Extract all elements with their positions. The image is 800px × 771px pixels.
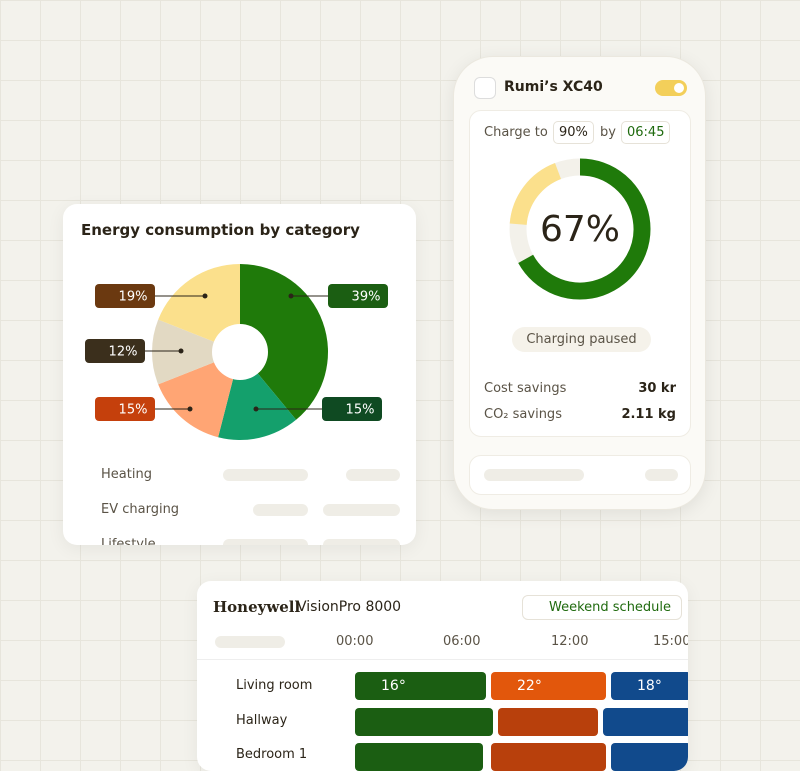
row-value: 2.11 kg (621, 407, 676, 422)
schedule-block[interactable] (498, 708, 598, 736)
label-box (95, 397, 155, 421)
value-label: 15% (346, 403, 375, 418)
placeholder-card (469, 455, 691, 495)
schedule-block[interactable]: 16° (355, 672, 486, 700)
phone: Rumi’s XC40 Charge to 90% by 06:45 67% C… (453, 56, 706, 510)
pie-slice (158, 352, 240, 438)
schedule-block[interactable] (611, 743, 688, 771)
divider (197, 659, 688, 660)
brand: Honeywell (213, 598, 301, 616)
leader-dot (253, 406, 259, 412)
pie-slice (240, 264, 329, 420)
pie-slice (152, 319, 240, 385)
time-label: 12:00 (551, 634, 589, 649)
charge-target[interactable]: 90% (553, 121, 594, 144)
decor (223, 469, 308, 481)
schedule-block[interactable] (491, 743, 606, 771)
leader-dot (202, 293, 208, 299)
pie-hole (212, 324, 268, 380)
decor (323, 539, 400, 545)
leader-dot (178, 348, 184, 354)
logo (474, 77, 496, 99)
row-label: Cost savings (484, 381, 567, 396)
leader-dot (187, 406, 193, 412)
label-box (95, 284, 155, 308)
legend-item: EV charging (101, 502, 180, 517)
decor (253, 504, 308, 516)
room-name: Living room (236, 678, 313, 693)
gauge-label: 67% (540, 209, 620, 250)
time-label: 06:00 (443, 634, 481, 649)
decor (674, 83, 684, 93)
schedule-block[interactable] (355, 743, 483, 771)
decor (215, 636, 285, 648)
card-title: Energy consumption by category (81, 221, 360, 239)
charge-label: Charge to (484, 125, 548, 140)
time-label: 00:00 (336, 634, 374, 649)
energy-card: Energy consumption by category 39% 15% 15%… (63, 204, 416, 545)
toggle[interactable] (655, 80, 687, 96)
schedule-card: Honeywell VisionPro 8000 Weekend schedul… (197, 581, 688, 771)
room-name: Bedroom 1 (236, 747, 308, 762)
decor (645, 469, 678, 481)
decor (346, 469, 400, 481)
pie-chart: 39% 15% 15% 12% 19% (85, 264, 388, 440)
charge-gauge: 67% (509, 158, 651, 300)
time-select[interactable]: 06:45 (621, 121, 671, 144)
row-value: 30 kr (638, 381, 676, 396)
row-label: CO₂ savings (484, 407, 562, 422)
phone-title: Rumi’s XC40 (504, 79, 603, 95)
schedule-block[interactable]: 18° (611, 672, 688, 700)
gauge-secondary (509, 163, 562, 226)
decor (323, 504, 400, 516)
schedule-block[interactable]: 22° (491, 672, 606, 700)
leader-dot (288, 293, 294, 299)
legend-item: Lifestyle (101, 537, 156, 545)
status-pill[interactable]: Charging paused (512, 327, 651, 352)
schedule-block[interactable] (355, 708, 493, 736)
value-label: 19% (119, 290, 148, 305)
time-label: 15:00 (653, 634, 688, 649)
label-box (85, 339, 145, 363)
decor (484, 469, 584, 481)
gauge-arc (518, 158, 651, 300)
schedule-block[interactable] (603, 708, 688, 736)
label-box (322, 397, 382, 421)
value-label: 39% (352, 290, 381, 305)
model[interactable]: VisionPro 8000 (297, 599, 402, 615)
room-name: Hallway (236, 713, 288, 728)
decor (223, 539, 308, 545)
schedule-button[interactable]: Weekend schedule (522, 595, 683, 620)
value-label: 15% (119, 403, 148, 418)
label-box (328, 284, 388, 308)
charge-card: Charge to 90% by 06:45 67% Charging paus… (469, 110, 691, 437)
value-label: 12% (109, 345, 138, 360)
legend-item: Heating (101, 467, 152, 482)
pie-slice (158, 264, 240, 352)
by-label: by (600, 125, 616, 140)
